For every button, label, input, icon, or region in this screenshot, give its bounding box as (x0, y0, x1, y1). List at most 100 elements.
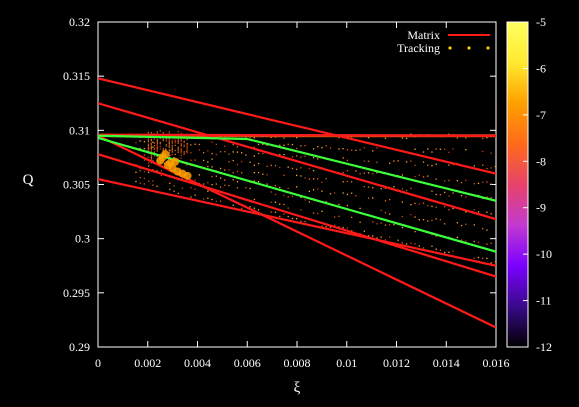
density-dot (173, 190, 175, 192)
density-dot (215, 175, 217, 177)
density-dot (171, 154, 173, 156)
density-dot (202, 159, 205, 162)
density-dot (219, 167, 222, 170)
density-dot (401, 174, 404, 176)
density-dot (384, 212, 387, 214)
density-dot (153, 148, 155, 151)
density-dot (346, 204, 349, 207)
density-dot (376, 172, 378, 174)
density-dot (321, 190, 323, 192)
density-dot (147, 165, 150, 167)
density-dot (228, 169, 230, 171)
density-dot (253, 198, 256, 201)
density-dot (405, 189, 408, 192)
density-dot (198, 174, 201, 176)
density-dot (325, 145, 327, 147)
density-dot (253, 171, 256, 174)
density-dot (359, 173, 361, 175)
density-dot (418, 203, 420, 205)
density-dot (150, 143, 152, 146)
density-dot (186, 144, 188, 146)
series-layer (98, 77, 496, 329)
density-dot (139, 147, 141, 150)
density-dot (334, 224, 336, 226)
density-dot (190, 196, 192, 198)
density-dot (174, 139, 176, 141)
density-dot (338, 148, 340, 150)
density-dot (156, 148, 158, 150)
density-dot (367, 160, 370, 162)
density-dot (482, 181, 484, 183)
density-dot (279, 166, 281, 169)
density-dot (380, 222, 382, 224)
density-dot (329, 147, 332, 149)
density-dot (452, 148, 454, 150)
density-dot (444, 191, 446, 194)
density-dot (143, 183, 146, 185)
axis-ticks (97, 21, 497, 348)
density-dot (194, 143, 196, 145)
density-dot (249, 187, 251, 190)
density-dot (401, 216, 404, 218)
density-dot (207, 197, 209, 199)
density-dot (190, 159, 192, 161)
density-dot (296, 136, 298, 139)
density-dot (431, 151, 433, 153)
tracking-point (161, 150, 170, 159)
density-dot (139, 170, 141, 172)
density-dot (431, 233, 433, 236)
density-dot (152, 180, 154, 182)
density-dot (448, 179, 450, 182)
density-dot (168, 131, 170, 133)
density-dot (147, 148, 149, 150)
density-dot (156, 170, 158, 172)
density-dot (444, 251, 446, 254)
density-dot (300, 167, 302, 169)
density-dot (150, 138, 152, 140)
density-dot (296, 174, 298, 177)
y-tick-labels: 0.29 0.295 0.3 0.305 0.31 0.315 0.32 (63, 15, 90, 354)
density-dot (312, 156, 315, 159)
density-dot (490, 242, 492, 244)
density-dot (232, 144, 234, 146)
density-dot (444, 180, 446, 182)
density-dot (183, 152, 185, 154)
density-dot (174, 140, 176, 143)
density-dot (169, 188, 171, 191)
density-dot (274, 201, 277, 203)
density-dot (147, 143, 149, 145)
density-dot (465, 137, 467, 139)
density-dot (150, 150, 152, 152)
density-dot (393, 186, 395, 188)
density-dot (211, 175, 213, 178)
density-dot (376, 223, 378, 225)
density-dot (283, 213, 285, 215)
density-dot (372, 187, 374, 189)
tracking-point (183, 171, 192, 180)
density-dot (465, 196, 467, 198)
density-dot (410, 187, 412, 190)
density-dot (147, 147, 149, 149)
density-dot (439, 249, 442, 251)
density-dot (482, 227, 484, 230)
density-dot (427, 164, 429, 166)
density-dot (245, 154, 247, 156)
density-dot (490, 262, 492, 264)
density-dot (334, 216, 336, 218)
density-dot (376, 161, 378, 163)
density-dot (359, 221, 361, 223)
density-dot (346, 159, 349, 162)
density-dot (168, 150, 170, 152)
density-dot (291, 217, 294, 220)
density-dot (171, 142, 173, 144)
density-dot (177, 138, 179, 141)
density-dot (190, 144, 192, 146)
density-dot (431, 165, 433, 167)
density-dot (147, 162, 150, 164)
density-dot (422, 202, 425, 204)
density-dot (186, 152, 188, 154)
y-tick-label: 0.295 (63, 286, 90, 300)
density-dot (162, 132, 164, 134)
x-tick-label: 0 (95, 356, 101, 370)
density-dot (427, 220, 429, 222)
